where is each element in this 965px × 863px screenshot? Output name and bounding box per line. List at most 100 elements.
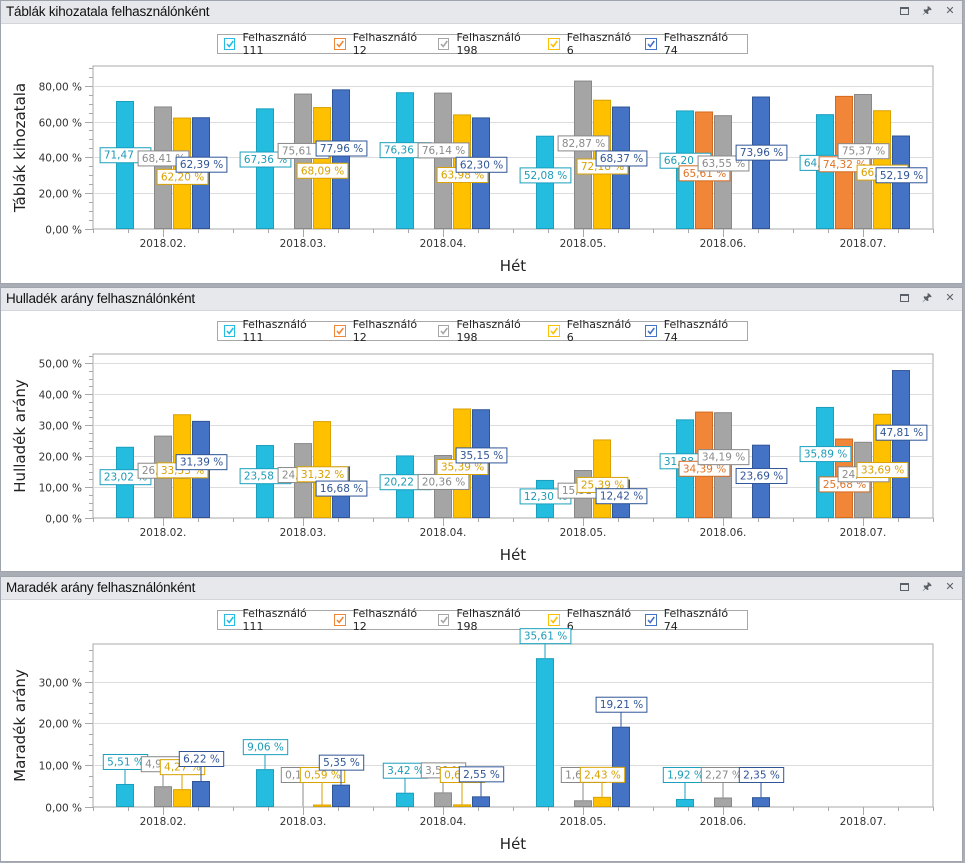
data-label-text: 52,19 %	[880, 170, 923, 182]
legend-item-felhasznalo-74[interactable]: Felhasználó 74	[645, 318, 743, 344]
bar-felhasznalo-6	[313, 804, 331, 808]
legend-item-felhasznalo-111[interactable]: Felhasználó 111	[224, 607, 328, 633]
data-labels: 71,47 %67,36 %76,36 %52,08 %66,20 %64,11…	[99, 135, 928, 185]
bar-felhasznalo-111	[256, 108, 274, 229]
x-tick-label: 2018.03.	[280, 816, 327, 828]
legend-label: Felhasználó 74	[663, 31, 729, 57]
y-tick-label: 20,00 %	[39, 452, 82, 464]
legend-label: Felhasználó 12	[352, 31, 418, 57]
data-label-text: 19,21 %	[600, 699, 643, 711]
data-label-text: 62,30 %	[460, 159, 503, 171]
legend-item-felhasznalo-6[interactable]: Felhasználó 6	[548, 318, 639, 344]
bar-felhasznalo-111	[676, 798, 694, 808]
data-label-text: 20,22 %	[384, 477, 427, 489]
data-label: 2,55 %	[458, 766, 505, 797]
bar-felhasznalo-198	[294, 93, 312, 230]
data-label: 35,61 %	[519, 628, 572, 659]
data-label-box	[738, 767, 785, 783]
maximize-icon[interactable]	[898, 291, 910, 305]
pin-icon[interactable]: 🖈︎	[921, 291, 933, 304]
data-label-text: 23,69 %	[740, 470, 783, 482]
data-label: 35,89 %	[799, 446, 852, 463]
data-label: 52,08 %	[519, 167, 572, 184]
legend-item-felhasznalo-198[interactable]: Felhasználó 198	[438, 318, 542, 344]
data-label: 62,20 %	[156, 168, 209, 185]
bar-felhasznalo-6	[453, 804, 471, 808]
legend-item-felhasznalo-6[interactable]: Felhasználó 6	[548, 31, 639, 57]
legend-item-felhasznalo-198[interactable]: Felhasználó 198	[438, 31, 542, 57]
maximize-icon[interactable]	[898, 4, 910, 18]
legend-item-felhasznalo-6[interactable]: Felhasználó 6	[548, 607, 639, 633]
data-label: 73,96 %	[735, 144, 788, 161]
checkbox-checked-icon[interactable]	[334, 614, 346, 626]
checkbox-checked-icon[interactable]	[645, 614, 657, 626]
y-tick-label: 30,00 %	[39, 678, 82, 690]
bar-felhasznalo-198	[154, 106, 172, 229]
legend-item-felhasznalo-74[interactable]: Felhasználó 74	[645, 607, 743, 633]
data-label: 76,14 %	[417, 142, 470, 159]
data-label-text: 2,55 %	[463, 769, 500, 781]
checkbox-checked-icon[interactable]	[548, 38, 560, 50]
data-label-text: 66,20 %	[664, 155, 707, 167]
data-label: 82,87 %	[557, 135, 610, 152]
checkbox-checked-icon[interactable]	[224, 614, 236, 626]
y-tick-label: 20,00 %	[39, 719, 82, 731]
data-label-text: 31,32 %	[301, 469, 344, 481]
bar-felhasznalo-111	[396, 792, 414, 807]
legend-item-felhasznalo-12[interactable]: Felhasználó 12	[334, 31, 432, 57]
bar-felhasznalo-111	[536, 658, 554, 808]
legend-label: Felhasználó 6	[566, 318, 632, 344]
data-label-text: 68,09 %	[301, 165, 344, 177]
y-tick-label: 10,00 %	[39, 483, 82, 495]
x-tick-label: 2018.07.	[840, 238, 887, 250]
legend-item-felhasznalo-12[interactable]: Felhasználó 12	[334, 607, 432, 633]
x-tick-label: 2018.07.	[840, 527, 887, 539]
data-label-text: 20,36 %	[422, 476, 465, 488]
checkbox-checked-icon[interactable]	[548, 614, 560, 626]
x-tick-label: 2018.02.	[140, 816, 187, 828]
close-icon[interactable]: ✕	[945, 580, 955, 593]
data-label-text: 52,08 %	[524, 170, 567, 182]
checkbox-checked-icon[interactable]	[334, 38, 346, 50]
checkbox-checked-icon[interactable]	[224, 325, 236, 337]
checkbox-checked-icon[interactable]	[224, 38, 236, 50]
legend-item-felhasznalo-74[interactable]: Felhasználó 74	[645, 31, 743, 57]
legend-item-felhasznalo-198[interactable]: Felhasználó 198	[438, 607, 542, 633]
bar-felhasznalo-198	[434, 92, 452, 230]
bar-felhasznalo-74	[332, 784, 350, 807]
close-icon[interactable]: ✕	[945, 4, 955, 17]
checkbox-checked-icon[interactable]	[438, 38, 450, 50]
legend-item-felhasznalo-111[interactable]: Felhasználó 111	[224, 31, 328, 57]
close-icon[interactable]: ✕	[945, 291, 955, 304]
data-label-text: 16,68 %	[320, 483, 363, 495]
legend-item-felhasznalo-12[interactable]: Felhasználó 12	[334, 318, 432, 344]
data-label: 0,59 %	[299, 767, 346, 805]
checkbox-checked-icon[interactable]	[548, 325, 560, 337]
legend-item-felhasznalo-111[interactable]: Felhasználó 111	[224, 318, 328, 344]
data-label-text: 76,36 %	[384, 145, 427, 157]
data-label: 3,42 %	[382, 762, 429, 793]
data-label-text: 2,27 %	[705, 770, 742, 782]
data-label-text: 23,02 %	[104, 472, 147, 484]
data-label-box	[417, 142, 470, 159]
checkbox-checked-icon[interactable]	[438, 614, 450, 626]
bar-felhasznalo-74	[472, 796, 490, 807]
pin-icon[interactable]: 🖈︎	[921, 4, 933, 17]
bar-felhasznalo-6	[173, 789, 191, 808]
data-label-text: 77,96 %	[320, 143, 363, 155]
pin-icon[interactable]: 🖈︎	[921, 580, 933, 593]
x-tick-label: 2018.04.	[420, 816, 467, 828]
maximize-icon[interactable]	[898, 580, 910, 594]
y-tick-label: 20,00 %	[39, 189, 82, 201]
bar-felhasznalo-74	[192, 781, 210, 807]
checkbox-checked-icon[interactable]	[334, 325, 346, 337]
checkbox-checked-icon[interactable]	[645, 38, 657, 50]
data-label-text: 0,59 %	[304, 770, 341, 782]
checkbox-checked-icon[interactable]	[645, 325, 657, 337]
bar-chart: 0,00 % 10,00 % 20,00 % 30,00 % 2018.02. 2018.…	[11, 628, 934, 853]
x-tick-label: 2018.02.	[140, 238, 187, 250]
checkbox-checked-icon[interactable]	[438, 325, 450, 337]
data-label: 5,51 %	[102, 753, 149, 784]
data-label-text: 62,39 %	[180, 159, 223, 171]
data-label-box	[875, 424, 928, 441]
